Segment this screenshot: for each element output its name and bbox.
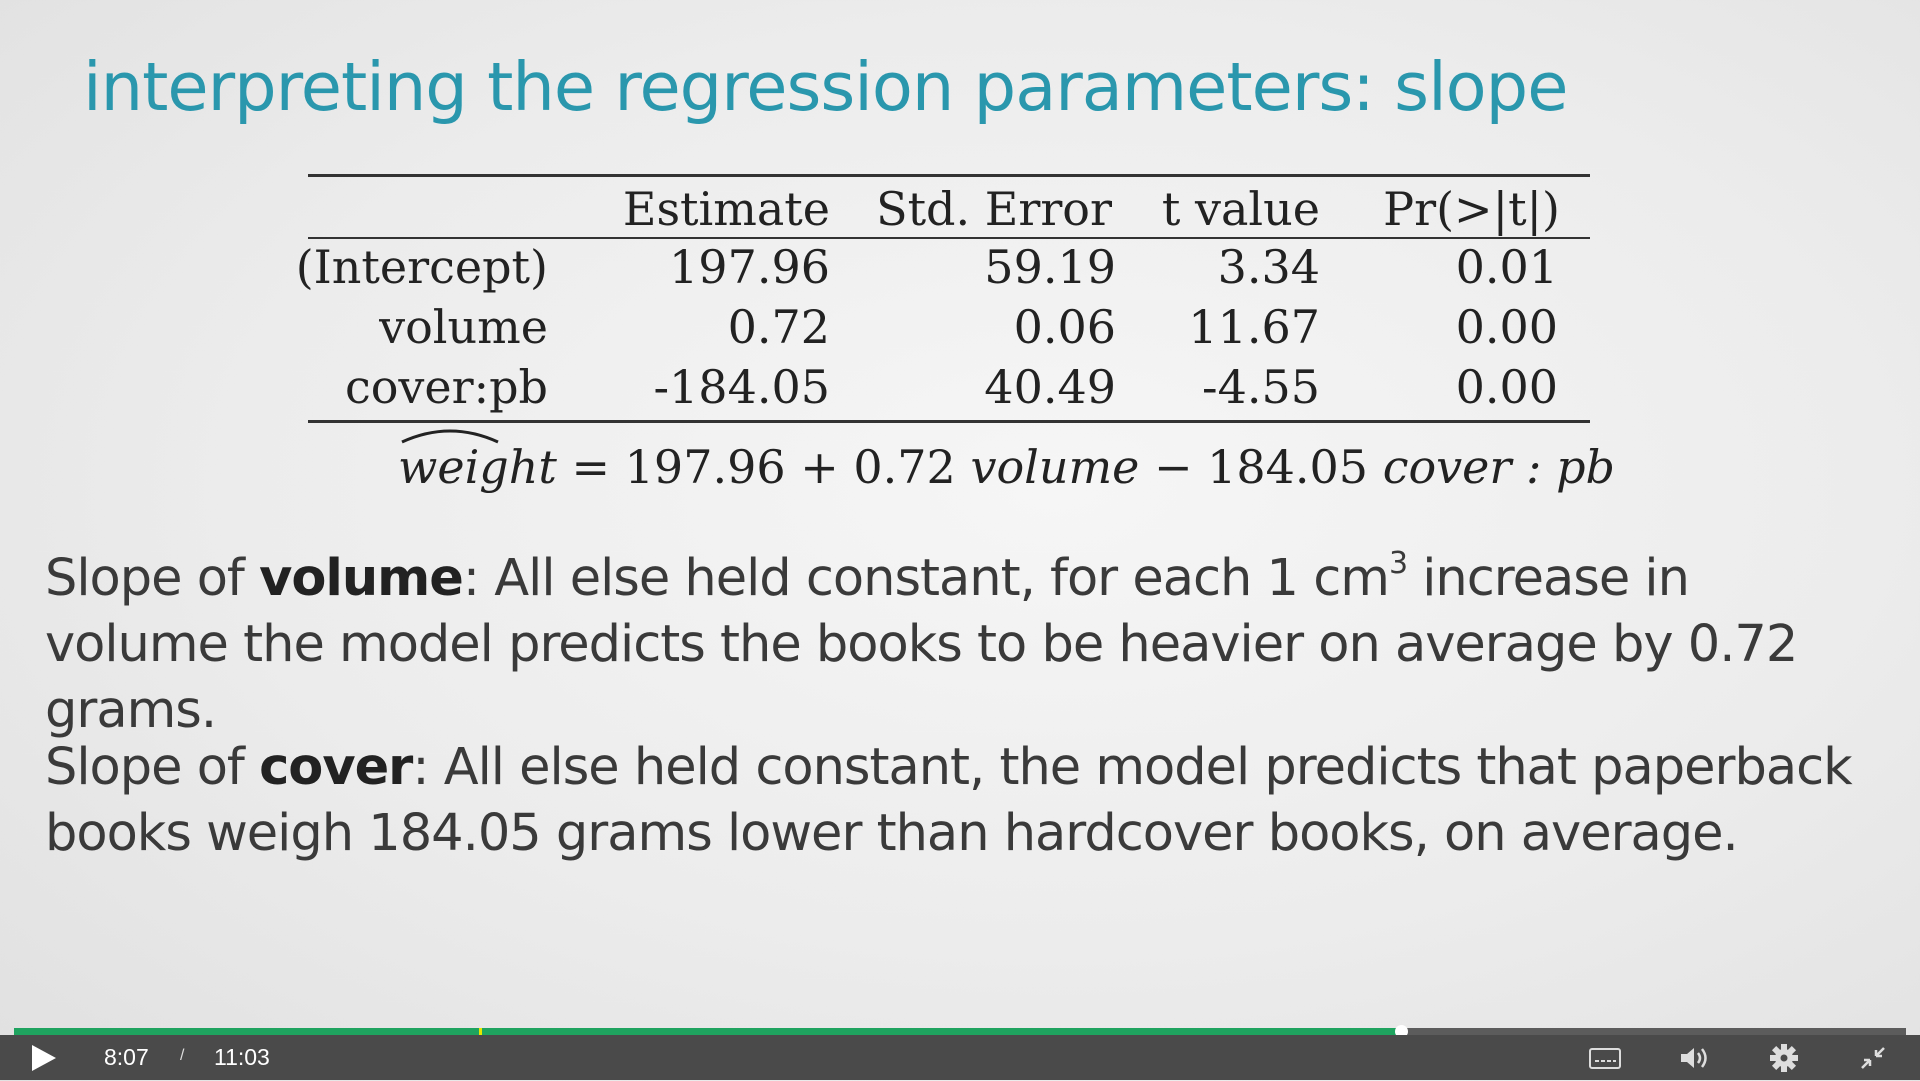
exit-fullscreen-icon — [1861, 1047, 1885, 1069]
exit-fullscreen-button[interactable] — [1856, 1042, 1890, 1074]
equation-lhs-text: weight — [398, 440, 557, 494]
cell-intercept-t-value: 3.34 — [1217, 240, 1320, 294]
cell-cover-pb-p-value: 0.00 — [1455, 360, 1558, 414]
settings-gear-icon — [1770, 1044, 1798, 1072]
cell-intercept-p-value: 0.01 — [1455, 240, 1558, 294]
table-header-rule — [308, 237, 1590, 239]
lecture-slide: interpreting the regression parameters: … — [45, 48, 1885, 867]
play-icon — [32, 1045, 56, 1071]
equation-rhs-2: − 184.05 — [1139, 440, 1383, 494]
para2-text: : All else held constant, the model pred… — [45, 738, 1853, 863]
time-separator: / — [180, 1047, 185, 1064]
cell-volume-std-error: 0.06 — [1013, 300, 1116, 354]
cell-intercept-std-error: 59.19 — [984, 240, 1116, 294]
para1-term: volume — [259, 549, 464, 608]
para1-lead: Slope of — [45, 549, 260, 608]
equation-var-volume: volume — [970, 440, 1140, 494]
cell-volume-p-value: 0.00 — [1455, 300, 1558, 354]
progress-chapter-marker — [479, 1028, 483, 1035]
equation-var-cover: cover : pb — [1382, 440, 1615, 494]
para1-text-a: : All else held constant, for each 1 cm — [462, 549, 1390, 608]
para2-lead: Slope of — [45, 738, 260, 797]
video-progress-bar[interactable] — [14, 1025, 1906, 1038]
para2-term: cover — [259, 738, 413, 797]
cell-cover-pb-std-error: 40.49 — [984, 360, 1116, 414]
table-top-rule — [308, 174, 1590, 177]
row-label-intercept: (Intercept) — [295, 240, 548, 294]
cell-intercept-estimate: 197.96 — [669, 240, 830, 294]
equation-lhs: weight — [398, 429, 557, 494]
captions-button[interactable] — [1588, 1042, 1622, 1074]
progress-played — [14, 1028, 1401, 1035]
para1-text-b: increase in volume the model predicts th… — [45, 549, 1798, 740]
para1-superscript: 3 — [1388, 546, 1408, 581]
progress-scrubber-handle[interactable] — [1394, 1025, 1408, 1038]
volume-button[interactable] — [1678, 1042, 1712, 1074]
cell-volume-t-value: 11.67 — [1188, 300, 1320, 354]
hat-accent-icon — [401, 429, 499, 444]
current-time: 8:07 — [104, 1044, 149, 1070]
cell-volume-estimate: 0.72 — [727, 300, 830, 354]
video-controls: 8:07 / 11:03 — [0, 1035, 1920, 1080]
slide-title: interpreting the regression parameters: … — [83, 48, 1568, 126]
regression-equation: weight = 197.96 + 0.72 volume − 184.05 c… — [398, 429, 1615, 494]
captions-icon — [1589, 1048, 1621, 1069]
cell-cover-pb-t-value: -4.55 — [1202, 360, 1320, 414]
play-button[interactable] — [26, 1041, 60, 1075]
volume-icon — [1681, 1048, 1707, 1068]
col-header-std-error: Std. Error — [876, 182, 1112, 236]
row-label-volume: volume — [379, 300, 548, 354]
settings-button[interactable] — [1767, 1042, 1801, 1074]
col-header-p-value: Pr(>|t|) — [1383, 182, 1560, 236]
volume-slope-paragraph: Slope of volume: All else held constant,… — [45, 546, 1885, 744]
equation-rhs-1: = 197.96 + 0.72 — [556, 440, 971, 494]
cover-slope-paragraph: Slope of cover: All else held constant, … — [45, 735, 1885, 867]
cell-cover-pb-estimate: -184.05 — [653, 360, 831, 414]
table-bottom-rule — [308, 420, 1590, 423]
col-header-estimate: Estimate — [622, 182, 830, 236]
total-time: 11:03 — [214, 1044, 270, 1070]
col-header-t-value: t value — [1161, 182, 1320, 236]
row-label-cover-pb: cover:pb — [344, 360, 548, 414]
